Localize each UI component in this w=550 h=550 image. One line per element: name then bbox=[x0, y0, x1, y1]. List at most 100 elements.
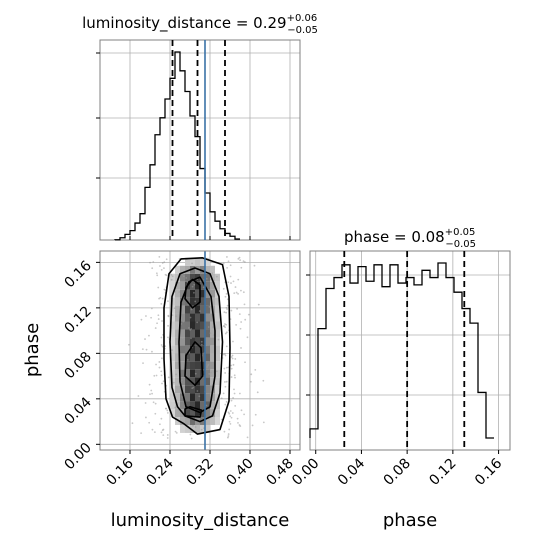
scatter-point bbox=[217, 338, 220, 341]
density-cell bbox=[185, 385, 190, 394]
scatter-point bbox=[194, 300, 197, 303]
scatter-point bbox=[151, 350, 153, 353]
density-cell bbox=[175, 329, 180, 338]
scatter-point bbox=[161, 320, 163, 322]
x-tick-label-phase: 0.00 bbox=[289, 456, 322, 489]
scatter-point bbox=[233, 374, 236, 377]
scatter-point bbox=[160, 303, 163, 305]
density-cell bbox=[205, 424, 210, 433]
scatter-point bbox=[186, 422, 189, 425]
scatter-point bbox=[229, 275, 232, 278]
axes-frame-ph bbox=[309, 250, 511, 451]
density-cell bbox=[215, 297, 220, 306]
density-cell bbox=[185, 305, 190, 314]
density-cell bbox=[190, 345, 195, 354]
scatter-point bbox=[175, 373, 178, 376]
scatter-point bbox=[243, 413, 245, 416]
scatter-point bbox=[171, 349, 173, 352]
density-cell bbox=[215, 385, 220, 394]
scatter-point bbox=[182, 320, 185, 323]
axes-frame-2d bbox=[99, 250, 301, 451]
density-cell bbox=[175, 313, 180, 322]
density-cell bbox=[205, 289, 210, 298]
density-cell bbox=[185, 345, 190, 354]
scatter-point bbox=[161, 382, 163, 385]
scatter-point bbox=[159, 423, 161, 426]
scatter-point bbox=[223, 367, 226, 370]
density-cell bbox=[195, 385, 200, 394]
density-cell bbox=[195, 353, 200, 362]
scatter-point bbox=[228, 428, 231, 431]
density-cell bbox=[205, 313, 210, 322]
scatter-point bbox=[240, 289, 242, 292]
scatter-point bbox=[167, 300, 169, 303]
histogram-panel-phase: 0.00 0.04 0.08 0.12 0.16 phase = 0.08+0.05 −0… bbox=[289, 227, 511, 531]
density-cell bbox=[175, 393, 180, 402]
ticks-ph: 0.00 0.04 0.08 0.12 0.16 bbox=[289, 274, 505, 489]
scatter-point bbox=[181, 337, 184, 340]
scatter-point bbox=[230, 416, 233, 419]
density-cell bbox=[175, 385, 180, 394]
scatter-point bbox=[180, 379, 183, 382]
density-cell bbox=[185, 321, 190, 330]
x-axis-label: luminosity_distance bbox=[111, 510, 290, 531]
quantile-lines-ld bbox=[171, 40, 226, 240]
density-cell bbox=[180, 361, 185, 370]
x-tick-label-phase: 0.12 bbox=[426, 456, 459, 489]
density-cell bbox=[180, 289, 185, 298]
density-cell bbox=[200, 265, 205, 274]
scatter-point bbox=[240, 266, 243, 269]
scatter-point bbox=[208, 373, 211, 375]
density-cell bbox=[200, 313, 205, 322]
x-tick-label-phase: 0.16 bbox=[472, 455, 505, 488]
scatter-point bbox=[161, 345, 164, 348]
density-cell bbox=[180, 424, 185, 433]
density-cell bbox=[205, 409, 210, 418]
scatter-point bbox=[148, 421, 151, 424]
scatter-point bbox=[230, 376, 233, 378]
scatter-point bbox=[236, 417, 239, 420]
density-cell bbox=[175, 273, 180, 282]
density-cell bbox=[210, 289, 215, 298]
scatter-point bbox=[180, 323, 183, 325]
scatter-point bbox=[225, 345, 228, 348]
density-cell bbox=[175, 417, 180, 425]
scatter-point bbox=[230, 364, 233, 367]
scatter-point bbox=[166, 412, 169, 414]
scatter-point bbox=[224, 381, 226, 383]
scatter-point bbox=[188, 327, 190, 329]
scatter-point bbox=[191, 285, 194, 288]
density-cell bbox=[205, 257, 210, 266]
density-cell bbox=[175, 321, 180, 330]
density-cell bbox=[170, 361, 175, 370]
scatter-point bbox=[222, 287, 225, 290]
scatter-point bbox=[153, 431, 156, 434]
density-cell bbox=[185, 289, 190, 298]
density-cell bbox=[195, 313, 200, 322]
scatter-point bbox=[230, 367, 233, 370]
density-cell bbox=[215, 417, 220, 425]
density-cell bbox=[185, 417, 190, 425]
title-ph: phase = 0.08+0.05 −0.05 bbox=[344, 227, 476, 250]
scatter-point bbox=[249, 380, 252, 383]
density-cell bbox=[205, 417, 210, 425]
density-cell bbox=[190, 273, 195, 282]
scatter-point bbox=[232, 340, 234, 343]
scatter-point bbox=[160, 268, 163, 271]
scatter-point bbox=[223, 311, 226, 314]
density-cell bbox=[175, 281, 180, 290]
x-tick-label-ld: 0.32 bbox=[183, 456, 216, 489]
scatter-point bbox=[163, 267, 165, 270]
scatter-point bbox=[225, 311, 228, 314]
density-cell bbox=[215, 409, 220, 418]
scatter-point bbox=[181, 273, 184, 276]
scatter-point bbox=[166, 434, 169, 436]
scatter-point bbox=[189, 329, 192, 331]
scatter-point bbox=[154, 402, 157, 405]
scatter-point bbox=[242, 291, 245, 294]
density-cell bbox=[170, 369, 175, 378]
scatter-point bbox=[230, 282, 232, 284]
density-cell bbox=[195, 281, 200, 290]
scatter-point bbox=[244, 361, 246, 364]
